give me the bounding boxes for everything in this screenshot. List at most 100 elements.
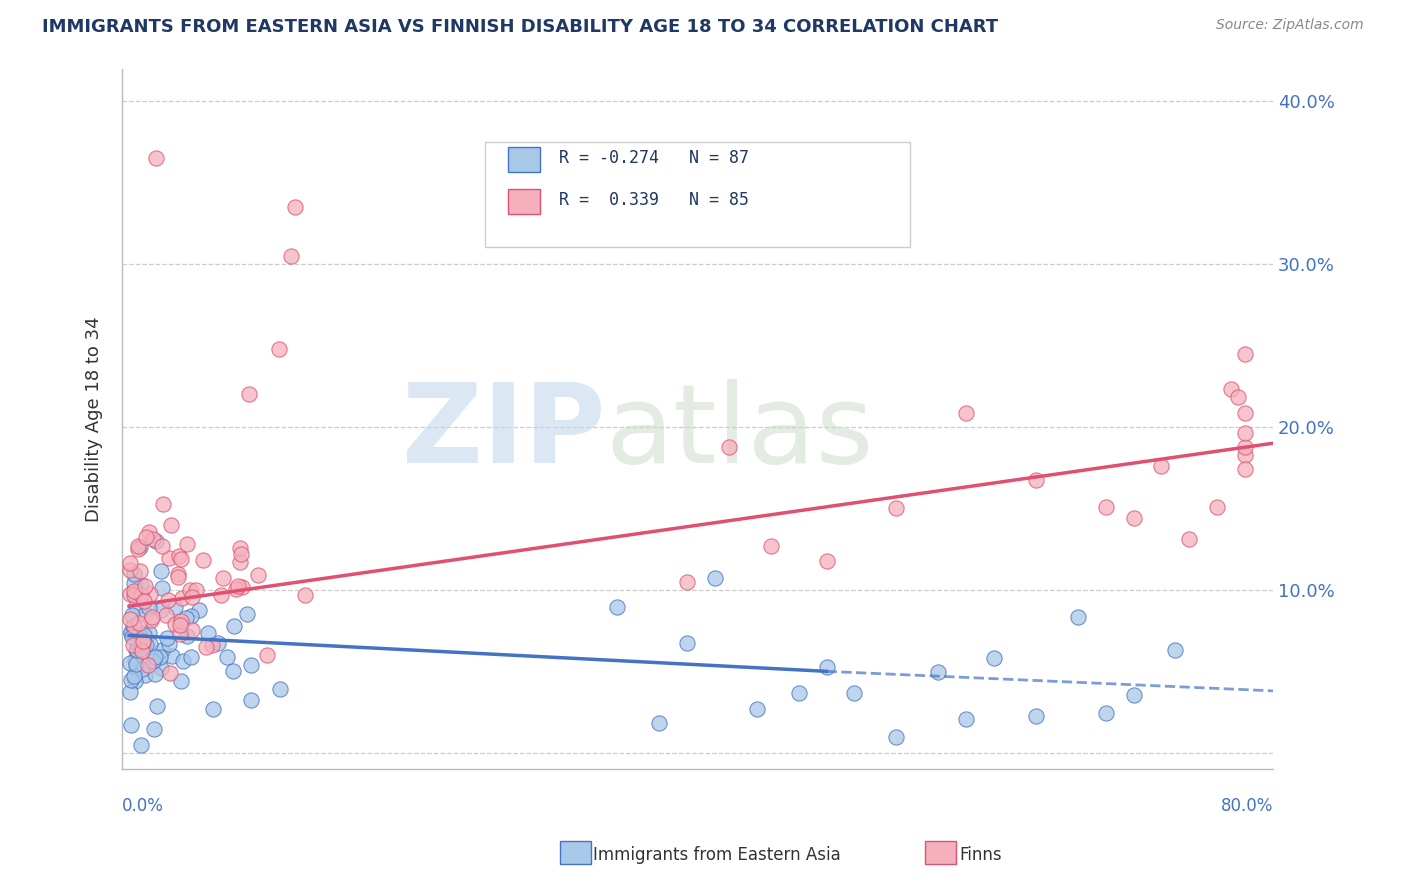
- Point: [122, 619, 145, 633]
- Point: [170, 674, 193, 689]
- Point: [120, 656, 142, 670]
- Point: [927, 665, 949, 680]
- Point: [150, 660, 173, 674]
- Text: atlas: atlas: [606, 379, 875, 486]
- Point: [131, 644, 153, 658]
- Point: [1094, 500, 1116, 515]
- Point: [135, 638, 157, 652]
- Point: [141, 613, 163, 627]
- Point: [139, 587, 162, 601]
- Point: [759, 539, 782, 553]
- Point: [128, 615, 150, 630]
- Point: [121, 619, 143, 633]
- Point: [139, 637, 162, 651]
- Point: [815, 553, 838, 567]
- Point: [717, 440, 740, 454]
- Text: R =  0.339   N = 85: R = 0.339 N = 85: [560, 191, 749, 210]
- Point: [1094, 706, 1116, 720]
- Point: [280, 249, 302, 263]
- Point: [129, 540, 152, 554]
- Point: [209, 588, 232, 602]
- Point: [229, 547, 252, 561]
- Point: [142, 532, 165, 546]
- Point: [122, 668, 145, 682]
- Y-axis label: Disability Age 18 to 34: Disability Age 18 to 34: [86, 316, 103, 522]
- Text: IMMIGRANTS FROM EASTERN ASIA VS FINNISH DISABILITY AGE 18 TO 34 CORRELATION CHAR: IMMIGRANTS FROM EASTERN ASIA VS FINNISH …: [42, 18, 998, 36]
- Point: [215, 649, 238, 664]
- Point: [1025, 709, 1047, 723]
- Point: [197, 626, 219, 640]
- Point: [704, 571, 727, 585]
- Point: [201, 638, 224, 652]
- Point: [1067, 610, 1090, 624]
- Point: [648, 715, 671, 730]
- Point: [134, 607, 156, 621]
- Point: [174, 611, 197, 625]
- Point: [150, 642, 173, 657]
- Point: [955, 406, 977, 420]
- Point: [124, 661, 146, 675]
- Point: [163, 617, 186, 632]
- Point: [955, 713, 977, 727]
- Point: [1122, 511, 1144, 525]
- Point: [222, 664, 245, 678]
- Text: Immigrants from Eastern Asia: Immigrants from Eastern Asia: [593, 846, 841, 863]
- Point: [239, 658, 262, 673]
- Point: [606, 599, 628, 614]
- Point: [1227, 390, 1250, 404]
- Point: [188, 602, 211, 616]
- Point: [131, 588, 153, 602]
- Point: [195, 640, 218, 654]
- Point: [132, 594, 155, 608]
- Point: [125, 643, 148, 657]
- Point: [134, 579, 156, 593]
- Point: [127, 585, 149, 599]
- Point: [160, 518, 183, 533]
- Text: 0.0%: 0.0%: [122, 797, 165, 815]
- Point: [1234, 347, 1257, 361]
- Point: [886, 730, 908, 744]
- Point: [120, 685, 142, 699]
- Point: [1206, 500, 1229, 514]
- Text: 80.0%: 80.0%: [1220, 797, 1272, 815]
- Point: [128, 628, 150, 642]
- Point: [1234, 461, 1257, 475]
- Point: [172, 591, 194, 605]
- Point: [169, 627, 191, 641]
- Text: Source: ZipAtlas.com: Source: ZipAtlas.com: [1216, 18, 1364, 32]
- Point: [160, 648, 183, 663]
- Point: [142, 654, 165, 668]
- Point: [172, 654, 194, 668]
- Point: [1178, 532, 1201, 546]
- Point: [124, 674, 146, 689]
- Point: [127, 540, 149, 554]
- Point: [180, 609, 202, 624]
- Point: [121, 630, 143, 644]
- Point: [145, 533, 167, 548]
- Point: [246, 568, 269, 582]
- Point: [226, 579, 249, 593]
- Point: [815, 660, 838, 674]
- Point: [169, 551, 191, 566]
- Point: [180, 590, 202, 604]
- Point: [149, 603, 172, 617]
- Point: [229, 541, 252, 555]
- Point: [191, 553, 214, 567]
- Text: R = -0.274   N = 87: R = -0.274 N = 87: [560, 149, 749, 167]
- Point: [180, 649, 202, 664]
- Point: [229, 555, 252, 569]
- Point: [124, 566, 146, 581]
- Point: [159, 666, 181, 681]
- Point: [1025, 473, 1047, 487]
- FancyBboxPatch shape: [485, 142, 911, 247]
- Point: [122, 638, 145, 652]
- Point: [166, 570, 188, 584]
- Point: [176, 537, 198, 551]
- Point: [122, 588, 145, 602]
- Point: [128, 564, 150, 578]
- Point: [676, 635, 699, 649]
- Point: [787, 686, 810, 700]
- Point: [120, 556, 142, 570]
- Point: [157, 637, 180, 651]
- Point: [121, 607, 143, 622]
